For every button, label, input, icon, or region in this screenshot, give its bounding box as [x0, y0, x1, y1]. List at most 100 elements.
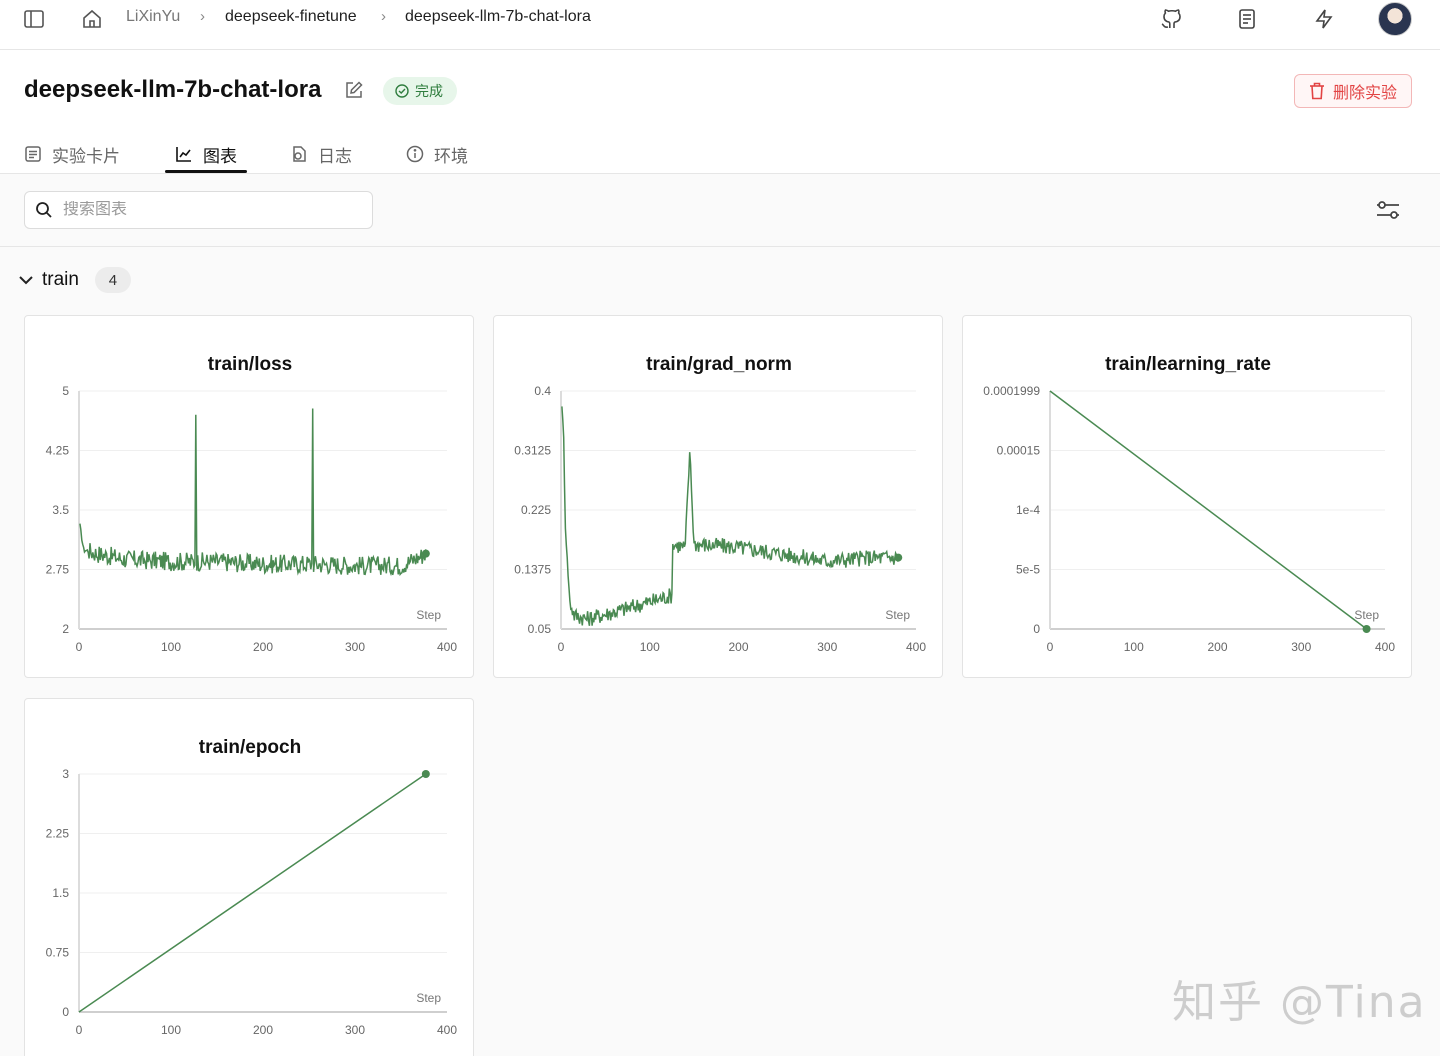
y-tick-label: 0.225 [521, 503, 551, 517]
chevron-right-icon: › [200, 8, 205, 25]
x-tick-label: 400 [437, 1023, 457, 1037]
series-line [561, 406, 899, 626]
x-tick-label: 200 [728, 640, 748, 654]
breadcrumb-experiment: deepseek-llm-7b-chat-lora [405, 8, 591, 25]
y-tick-label: 0 [1033, 622, 1040, 636]
series-line [1049, 390, 1368, 630]
edit-icon[interactable] [344, 80, 364, 100]
series-line [78, 773, 427, 1013]
status-text: 完成 [415, 83, 443, 99]
y-tick-label: 0.3125 [514, 444, 551, 458]
x-tick-label: 0 [558, 640, 565, 654]
series-end-point [421, 770, 430, 778]
info-icon [406, 145, 424, 163]
chart-card-train-grad-norm[interactable]: train/grad_norm 0.4 0.3125 0.225 0.1375 0.05 0… [493, 315, 943, 678]
top-nav-bar: LiXinYu › deepseek-finetune › deepseek-l… [0, 0, 1440, 50]
y-tick-label: 3 [62, 767, 69, 781]
y-tick-label: 0 [62, 1005, 69, 1019]
y-tick-label: 0.00015 [997, 444, 1041, 458]
check-circle-icon [395, 84, 409, 98]
y-tick-label: 0.05 [528, 622, 552, 636]
x-axis-label: Step [885, 608, 910, 622]
group-count-badge: 4 [94, 267, 131, 293]
breadcrumb-project[interactable]: deepseek-finetune [225, 8, 357, 25]
y-tick-label: 0.75 [46, 946, 70, 960]
tab-label: 环境 [434, 146, 468, 166]
y-tick-label: 2.75 [46, 563, 70, 577]
chart-title: train/loss [208, 354, 292, 375]
chart-card-train-learning-rate[interactable]: train/learning_rate 0.0001999 0.00015 1e-4 5… [962, 315, 1412, 678]
y-tick-label: 5e-5 [1016, 563, 1040, 577]
y-tick-label: 4.25 [46, 444, 70, 458]
chevron-right-icon: › [381, 8, 386, 25]
status-badge: 完成 [383, 77, 457, 105]
chart-toolbar [0, 174, 1440, 247]
chart-card-train-loss[interactable]: train/loss 5 4.25 3.5 2.75 2 0 100 200 300 400 Step [24, 315, 474, 678]
x-tick-label: 0 [76, 640, 83, 654]
sliders-icon [1377, 201, 1399, 219]
chevron-down-icon [19, 276, 33, 285]
x-tick-label: 100 [640, 640, 660, 654]
tab-label: 日志 [318, 146, 352, 166]
chart-svg: train/grad_norm 0.4 0.3125 0.225 0.1375 0.05 0… [514, 354, 926, 654]
docs-icon[interactable] [1234, 6, 1260, 32]
tab-logs[interactable]: 日志 [290, 134, 352, 174]
delete-experiment-button[interactable]: 删除实验 [1294, 74, 1412, 108]
y-tick-label: 5 [62, 384, 69, 398]
y-tick-label: 2.25 [46, 827, 70, 841]
x-axis-label: Step [416, 991, 441, 1005]
y-tick-label: 1e-4 [1016, 503, 1040, 517]
watermark-text: 知乎 @Tina [1172, 977, 1427, 1028]
group-name: train [42, 269, 79, 290]
y-tick-label: 1.5 [52, 886, 69, 900]
active-tab-indicator [165, 170, 247, 173]
line-chart-icon [176, 147, 191, 162]
search-box[interactable] [24, 191, 373, 229]
chart-settings-button[interactable] [1374, 196, 1402, 224]
x-tick-label: 400 [1375, 640, 1395, 654]
tab-label: 实验卡片 [52, 146, 120, 166]
series-end-point [894, 553, 903, 562]
lightning-icon[interactable] [1311, 6, 1337, 32]
trash-icon [1309, 82, 1324, 100]
delete-label: 删除实验 [1332, 85, 1397, 102]
github-icon[interactable] [1158, 6, 1184, 32]
tab-experiment-card[interactable]: 实验卡片 [24, 134, 120, 174]
x-tick-label: 100 [161, 640, 181, 654]
tab-label: 图表 [203, 146, 237, 166]
tab-charts[interactable]: 图表 [175, 134, 237, 174]
x-tick-label: 400 [437, 640, 457, 654]
series-line [79, 408, 427, 577]
x-axis-label: Step [416, 608, 441, 622]
avatar[interactable] [1378, 2, 1412, 36]
x-axis-label: Step [1354, 608, 1379, 622]
x-tick-label: 300 [345, 1023, 365, 1037]
search-icon [36, 202, 52, 218]
sidebar-toggle-icon[interactable] [21, 6, 47, 32]
x-tick-label: 100 [161, 1023, 181, 1037]
series-end-point [421, 549, 430, 558]
chart-svg: train/loss 5 4.25 3.5 2.75 20 100 200 300 400 Step [46, 354, 458, 654]
tab-environment[interactable]: 环境 [406, 134, 468, 174]
search-input[interactable] [63, 201, 353, 219]
x-tick-label: 200 [1207, 640, 1227, 654]
chart-card-train-epoch[interactable]: train/epoch 3 2.25 1.5 0.75 0 0 100 200 300 400 Ste… [24, 698, 474, 1056]
chart-svg: train/learning_rate 0.0001999 0.00015 1e-4 5… [983, 354, 1395, 654]
page-title: deepseek-llm-7b-chat-lora [24, 76, 322, 103]
breadcrumb-user[interactable]: LiXinYu [126, 8, 181, 25]
x-tick-label: 100 [1124, 640, 1144, 654]
home-icon[interactable] [79, 6, 105, 32]
x-tick-label: 0 [1047, 640, 1054, 654]
y-tick-label: 2 [62, 622, 69, 636]
x-tick-label: 300 [1291, 640, 1311, 654]
chart-title: train/learning_rate [1105, 354, 1271, 375]
x-tick-label: 400 [906, 640, 926, 654]
series-end-point [1362, 625, 1371, 633]
x-tick-label: 200 [253, 640, 273, 654]
chart-group-header[interactable]: train 4 [18, 266, 131, 294]
chart-title: train/grad_norm [646, 354, 792, 375]
x-tick-label: 300 [345, 640, 365, 654]
x-tick-label: 0 [76, 1023, 83, 1037]
card-icon [25, 146, 41, 162]
log-icon [293, 146, 306, 162]
